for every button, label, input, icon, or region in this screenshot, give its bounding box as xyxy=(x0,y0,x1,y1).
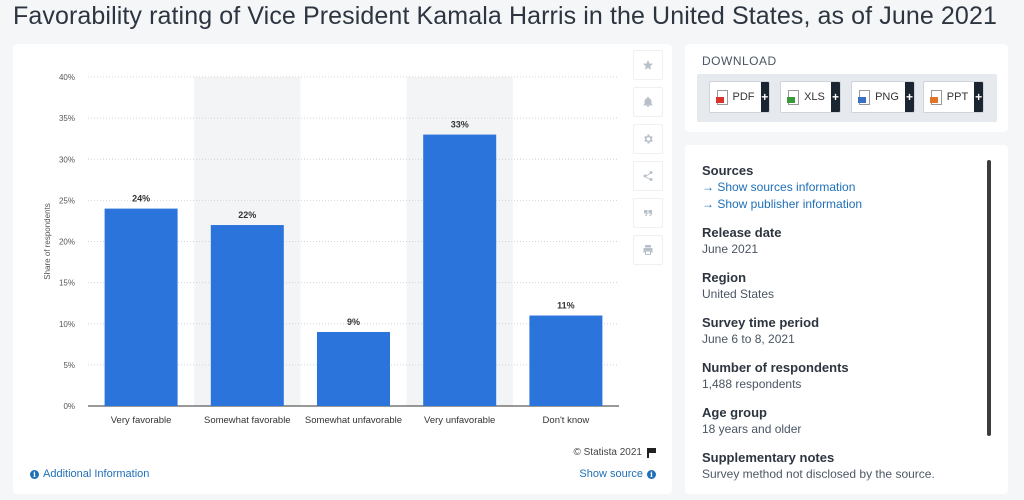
pdf-file-icon xyxy=(716,89,728,105)
supplementary-notes-heading: Supplementary notes xyxy=(702,450,835,465)
show-source-label: Show source xyxy=(579,468,643,480)
download-title: DOWNLOAD xyxy=(702,54,777,68)
y-axis-label: Share of respondents xyxy=(43,203,52,280)
data-label: 9% xyxy=(347,317,360,327)
survey-period-block: Survey time period June 6 to 8, 2021 xyxy=(702,314,982,348)
y-tick-label: 30% xyxy=(59,155,75,164)
flag-icon[interactable] xyxy=(647,447,656,458)
credit-text: © Statista 2021 xyxy=(573,447,642,458)
x-tick-label: Somewhat favorable xyxy=(204,415,291,426)
quote-icon[interactable] xyxy=(633,198,663,228)
show-sources-link[interactable]: → Show sources information xyxy=(702,180,856,194)
data-label: 24% xyxy=(132,194,150,204)
region-block: Region United States xyxy=(702,269,982,303)
additional-information-link[interactable]: i Additional Information xyxy=(30,468,149,480)
bar xyxy=(529,315,603,406)
respondents-value: 1,488 respondents xyxy=(702,377,802,391)
statistic-info-panel: Sources → Show sources information → Sho… xyxy=(685,145,1008,494)
y-tick-label: 0% xyxy=(63,402,75,411)
download-panel: DOWNLOAD PDF + XLS + PNG + PPT + xyxy=(685,44,1008,132)
y-tick-label: 40% xyxy=(59,73,75,82)
show-publisher-link[interactable]: → Show publisher information xyxy=(702,197,863,211)
plus-icon: + xyxy=(760,82,769,112)
plus-icon: + xyxy=(830,82,840,112)
x-tick-label: Very unfavorable xyxy=(424,415,495,426)
x-tick-label: Very favorable xyxy=(111,415,172,426)
bar xyxy=(317,331,390,406)
download-ppt-button[interactable]: PPT + xyxy=(923,81,984,113)
region-heading: Region xyxy=(702,270,747,285)
download-png-button[interactable]: PNG + xyxy=(851,81,915,113)
y-tick-label: 20% xyxy=(59,238,75,247)
download-pdf-label: PDF xyxy=(732,91,755,103)
region-value: United States xyxy=(702,287,775,301)
x-tick-label: Somewhat unfavorable xyxy=(305,415,402,426)
y-tick-label: 10% xyxy=(59,320,75,329)
download-button-bar: PDF + XLS + PNG + PPT + xyxy=(697,74,997,122)
respondents-block: Number of respondents 1,488 respondents xyxy=(702,359,982,393)
show-source-link[interactable]: Show source i xyxy=(579,468,656,480)
bar xyxy=(104,208,178,406)
xls-file-icon xyxy=(787,89,800,105)
png-file-icon xyxy=(858,89,871,105)
survey-period-value: June 6 to 8, 2021 xyxy=(702,332,795,346)
download-png-label: PNG xyxy=(875,91,899,103)
release-date-heading: Release date xyxy=(702,225,782,240)
y-tick-label: 35% xyxy=(59,114,75,123)
info-icon: i xyxy=(30,469,39,479)
chart-card: 0% 5% 10% 15% 20% 25% 30% 35% 40% 24% Very favorab… xyxy=(13,44,672,494)
plus-icon: + xyxy=(904,82,914,112)
star-icon[interactable] xyxy=(633,50,663,80)
sources-block: Sources → Show sources information → Sho… xyxy=(702,162,982,213)
age-group-heading: Age group xyxy=(702,405,767,420)
download-ppt-label: PPT xyxy=(946,91,969,103)
respondents-heading: Number of respondents xyxy=(702,360,849,375)
data-label: 11% xyxy=(557,301,575,311)
chart-toolbar xyxy=(633,50,663,265)
download-pdf-button[interactable]: PDF + xyxy=(709,81,770,113)
sources-heading: Sources xyxy=(702,163,754,178)
data-label: 22% xyxy=(238,210,256,220)
y-tick-label: 15% xyxy=(59,279,75,288)
statista-credit: © Statista 2021 xyxy=(573,447,656,458)
ppt-file-icon xyxy=(930,89,942,105)
x-tick-label: Don't know xyxy=(543,415,590,426)
y-tick-label: 25% xyxy=(59,196,75,205)
info-content: Sources → Show sources information → Sho… xyxy=(702,162,982,494)
fade-overlay xyxy=(685,476,1008,494)
print-icon[interactable] xyxy=(633,235,663,265)
additional-information-label: Additional Information xyxy=(43,468,150,480)
share-icon[interactable] xyxy=(633,161,663,191)
download-xls-button[interactable]: XLS + xyxy=(780,81,841,113)
bar xyxy=(423,134,497,406)
age-group-block: Age group 18 years and older xyxy=(702,404,982,438)
info-icon: i xyxy=(647,469,656,479)
bar xyxy=(210,225,284,406)
page-title: Favorability rating of Vice President Ka… xyxy=(13,2,997,30)
info-scrollbar[interactable] xyxy=(987,160,991,436)
bell-icon[interactable] xyxy=(633,87,663,117)
y-tick-label: 5% xyxy=(63,361,75,370)
gear-icon[interactable] xyxy=(633,124,663,154)
plus-icon: + xyxy=(974,82,983,112)
data-label: 33% xyxy=(451,120,469,130)
download-xls-label: XLS xyxy=(804,91,825,103)
age-group-value: 18 years and older xyxy=(702,422,802,436)
bar-chart: 0% 5% 10% 15% 20% 25% 30% 35% 40% 24% Very favorab… xyxy=(43,73,619,426)
survey-period-heading: Survey time period xyxy=(702,315,820,330)
release-date-block: Release date June 2021 xyxy=(702,224,982,258)
release-date-value: June 2021 xyxy=(702,242,759,256)
